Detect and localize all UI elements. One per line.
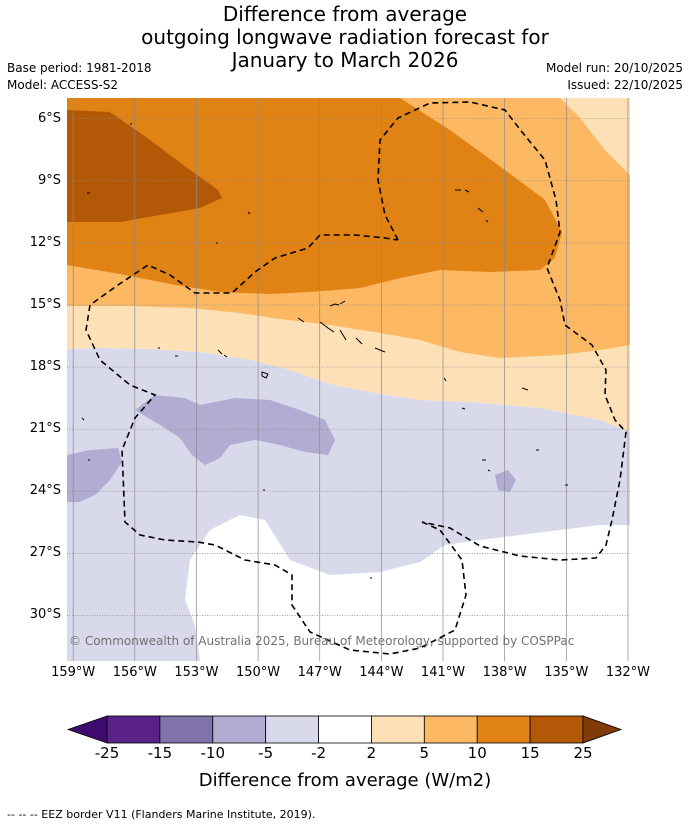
band-near-zero-south xyxy=(185,515,630,661)
longitude-label: 138°W xyxy=(482,665,527,680)
band-10-15 xyxy=(67,98,562,294)
colorbar-tick-label: 25 xyxy=(573,744,593,762)
colorbar-segment xyxy=(265,715,319,744)
latitude-label: 18°S xyxy=(29,359,61,375)
band-15-25 xyxy=(67,110,222,222)
eez-border xyxy=(85,101,627,655)
latitude-label: 27°S xyxy=(29,545,61,561)
latitude-label: 21°S xyxy=(29,421,61,437)
colorbar-segment xyxy=(476,715,531,744)
model-run: Model run: 20/10/2025 xyxy=(545,61,683,75)
colorbar-tick-label: -5 xyxy=(258,744,274,762)
latitude-label: 6°S xyxy=(37,110,61,126)
colorbar-segment xyxy=(318,715,372,744)
longitude-label: 150°W xyxy=(235,665,281,680)
eez-footnote: -- -- -- EEZ border V11 (Flanders Marine… xyxy=(7,808,316,821)
longitude-label: 156°W xyxy=(112,665,157,680)
latitude-label: 30°S xyxy=(29,607,61,623)
longitude-label: 153°W xyxy=(174,665,219,680)
colorbar-segment xyxy=(371,715,425,744)
longitude-label: 135°W xyxy=(544,665,589,680)
colorbar-segment xyxy=(159,715,214,744)
colorbar-tick-label: -25 xyxy=(94,744,120,762)
colorbar-tick-label: -2 xyxy=(311,744,327,762)
title-line-1: Difference from average xyxy=(222,2,468,26)
longitude-label: 141°W xyxy=(420,665,466,680)
colorbar-tick-label: 10 xyxy=(467,744,487,762)
colorbar-tick-label: 5 xyxy=(419,744,430,762)
model-name: Model: ACCESS-S2 xyxy=(7,78,119,92)
colorbar-tick-label: -10 xyxy=(200,744,226,762)
issued-date: Issued: 22/10/2025 xyxy=(567,78,683,92)
longitude-label: 159°W xyxy=(51,665,96,680)
colorbar xyxy=(66,715,623,744)
colorbar-title: Difference from average (W/m2) xyxy=(198,770,492,791)
longitude-label: 132°W xyxy=(605,665,651,680)
island-outlines xyxy=(81,123,568,579)
latitude-label: 24°S xyxy=(29,483,61,499)
base-period: Base period: 1981-2018 xyxy=(7,61,152,75)
band-neg5-neg10-a xyxy=(135,395,335,465)
band-neg5-neg10-b xyxy=(67,448,122,502)
longitude-label: 147°W xyxy=(297,665,342,680)
band-neg5-neg10-c xyxy=(495,470,516,492)
copyright-notice: © Commonwealth of Australia 2025, Bureau… xyxy=(69,634,575,648)
colorbar-segment xyxy=(106,715,161,744)
colorbar-segment xyxy=(423,715,478,744)
latitude-label: 9°S xyxy=(37,172,61,188)
colorbar-extend-low xyxy=(66,715,108,744)
colorbar-segment xyxy=(212,715,267,744)
colorbar-tick-label: 2 xyxy=(366,744,377,762)
colorbar-extend-high xyxy=(582,715,623,744)
latitude-label: 12°S xyxy=(29,234,61,250)
graticule xyxy=(67,98,630,661)
colorbar-segment xyxy=(529,715,584,744)
colorbar-tick-label: 15 xyxy=(520,744,540,762)
title-line-2: outgoing longwave radiation forecast for xyxy=(141,25,549,49)
latitude-label: 15°S xyxy=(29,296,61,312)
title-line-3: January to March 2026 xyxy=(231,48,459,72)
colorbar-tick-label: -15 xyxy=(147,744,173,762)
longitude-label: 144°W xyxy=(359,665,404,680)
